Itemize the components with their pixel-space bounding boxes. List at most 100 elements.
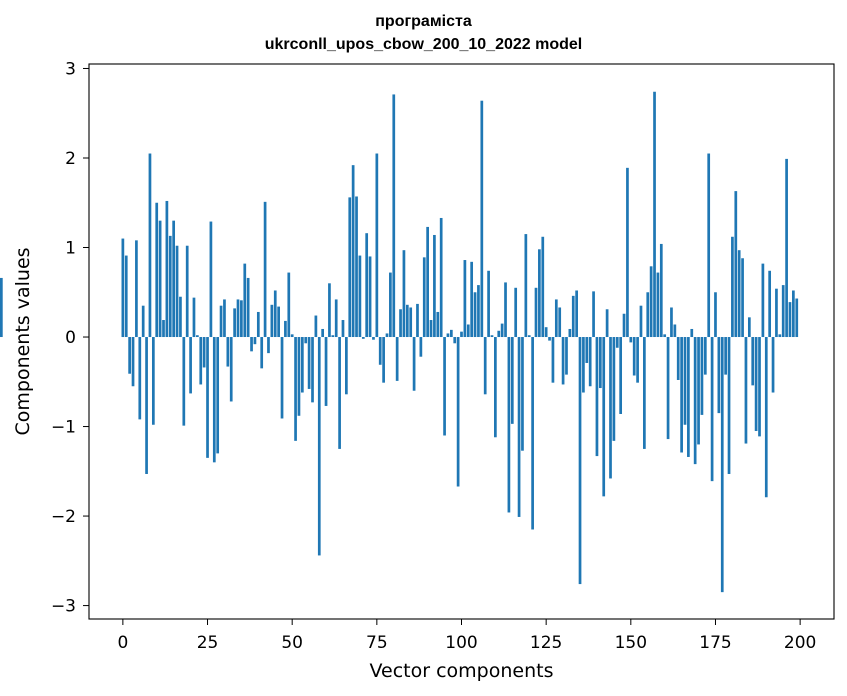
- bar-155: [646, 292, 650, 338]
- bar-161: [666, 337, 670, 440]
- bar-60: [324, 337, 328, 406]
- bar-7: [145, 337, 148, 474]
- bar-99: [456, 337, 460, 487]
- bar-51: [294, 337, 297, 441]
- bar-40: [256, 311, 260, 338]
- x-tick-label: 150: [615, 633, 647, 653]
- bar-184: [744, 337, 748, 444]
- bar-176: [717, 337, 721, 414]
- bar-198: [792, 290, 795, 338]
- bar-76: [378, 337, 382, 365]
- bar-109: [490, 335, 494, 338]
- bar-24: [202, 337, 206, 368]
- bar-62: [331, 335, 335, 338]
- bar-38: [250, 337, 253, 352]
- bar-159: [659, 243, 663, 338]
- bar-48: [284, 320, 287, 338]
- bar-152: [636, 337, 639, 383]
- bar-101: [463, 260, 467, 338]
- bar-144: [609, 337, 612, 479]
- bar-102: [466, 324, 470, 338]
- x-tick-label: 50: [281, 633, 303, 653]
- y-axis-ticks: −3 −2 −1 0 1 2 3: [51, 59, 89, 617]
- chart-title-line-1: програміста: [375, 13, 472, 30]
- bar-87: [416, 303, 419, 338]
- bar-31: [226, 337, 230, 367]
- bar-197: [788, 302, 792, 338]
- bar-86: [412, 337, 416, 391]
- bar-1: [124, 255, 128, 338]
- bar-5: [138, 337, 142, 420]
- bar-127: [551, 337, 555, 383]
- bar-153: [639, 305, 643, 338]
- bar-50: [290, 334, 294, 338]
- bar-168: [690, 328, 694, 338]
- bar-90: [426, 226, 429, 338]
- bar-83: [402, 250, 406, 338]
- x-axis-label: Vector components: [370, 660, 554, 682]
- y-axis-label: Components values: [12, 247, 34, 435]
- bar-162: [670, 307, 673, 338]
- bar-37: [246, 277, 250, 338]
- bar-44: [270, 304, 274, 338]
- bar-66: [345, 337, 348, 395]
- bar-23: [199, 337, 203, 385]
- bar-193: [775, 288, 778, 338]
- bar-108: [487, 270, 490, 338]
- bar-29: [219, 305, 223, 338]
- bar-65: [341, 320, 345, 338]
- bar-181: [734, 191, 738, 338]
- bar-143: [605, 309, 609, 338]
- bar-100: [460, 331, 463, 338]
- bar-9: [151, 337, 155, 425]
- bar-34: [236, 299, 240, 338]
- bar-147: [619, 337, 623, 414]
- x-tick-label: 0: [117, 633, 128, 653]
- bar-146: [615, 337, 619, 348]
- bar-149: [626, 167, 629, 338]
- bar-112: [500, 323, 504, 338]
- bar-174: [710, 337, 714, 482]
- bar-121: [531, 337, 534, 530]
- bar-85: [409, 307, 413, 338]
- bar-180: [731, 236, 734, 338]
- bar-157: [653, 91, 656, 338]
- bar-191: [768, 270, 772, 338]
- bar-139: [592, 291, 595, 338]
- bar-25: [206, 337, 209, 458]
- bar-142: [602, 337, 606, 497]
- bar-80: [392, 94, 396, 338]
- x-tick-label: 125: [530, 633, 562, 653]
- bar-77: [382, 337, 385, 383]
- bar-150: [629, 337, 633, 343]
- plot-frame: [88, 63, 835, 620]
- bar-64: [338, 337, 341, 449]
- bar-187: [754, 337, 758, 432]
- bar-63: [334, 299, 338, 338]
- y-tick-label: −3: [51, 597, 76, 617]
- bar-14: [168, 235, 172, 338]
- bar-56: [311, 337, 314, 403]
- bar-42: [263, 201, 267, 338]
- bar-194: [778, 334, 782, 338]
- bar-116: [514, 287, 518, 338]
- bar-124: [541, 236, 545, 338]
- bar-68: [351, 165, 355, 338]
- x-tick-label: 100: [445, 633, 477, 653]
- y-tick-label: 3: [65, 59, 76, 79]
- bar-4: [135, 240, 138, 338]
- bar-122: [534, 287, 538, 338]
- bar-115: [510, 337, 514, 424]
- bar-91: [429, 320, 433, 338]
- bar-190: [764, 337, 768, 498]
- bar-188: [758, 337, 761, 437]
- bar-123: [538, 249, 541, 338]
- bar-54: [304, 337, 308, 344]
- bar-164: [676, 337, 680, 380]
- bar-13: [165, 200, 169, 338]
- bar-129: [558, 307, 562, 338]
- bar-71: [361, 337, 365, 339]
- bar-69: [355, 196, 358, 338]
- bar-95: [443, 337, 446, 436]
